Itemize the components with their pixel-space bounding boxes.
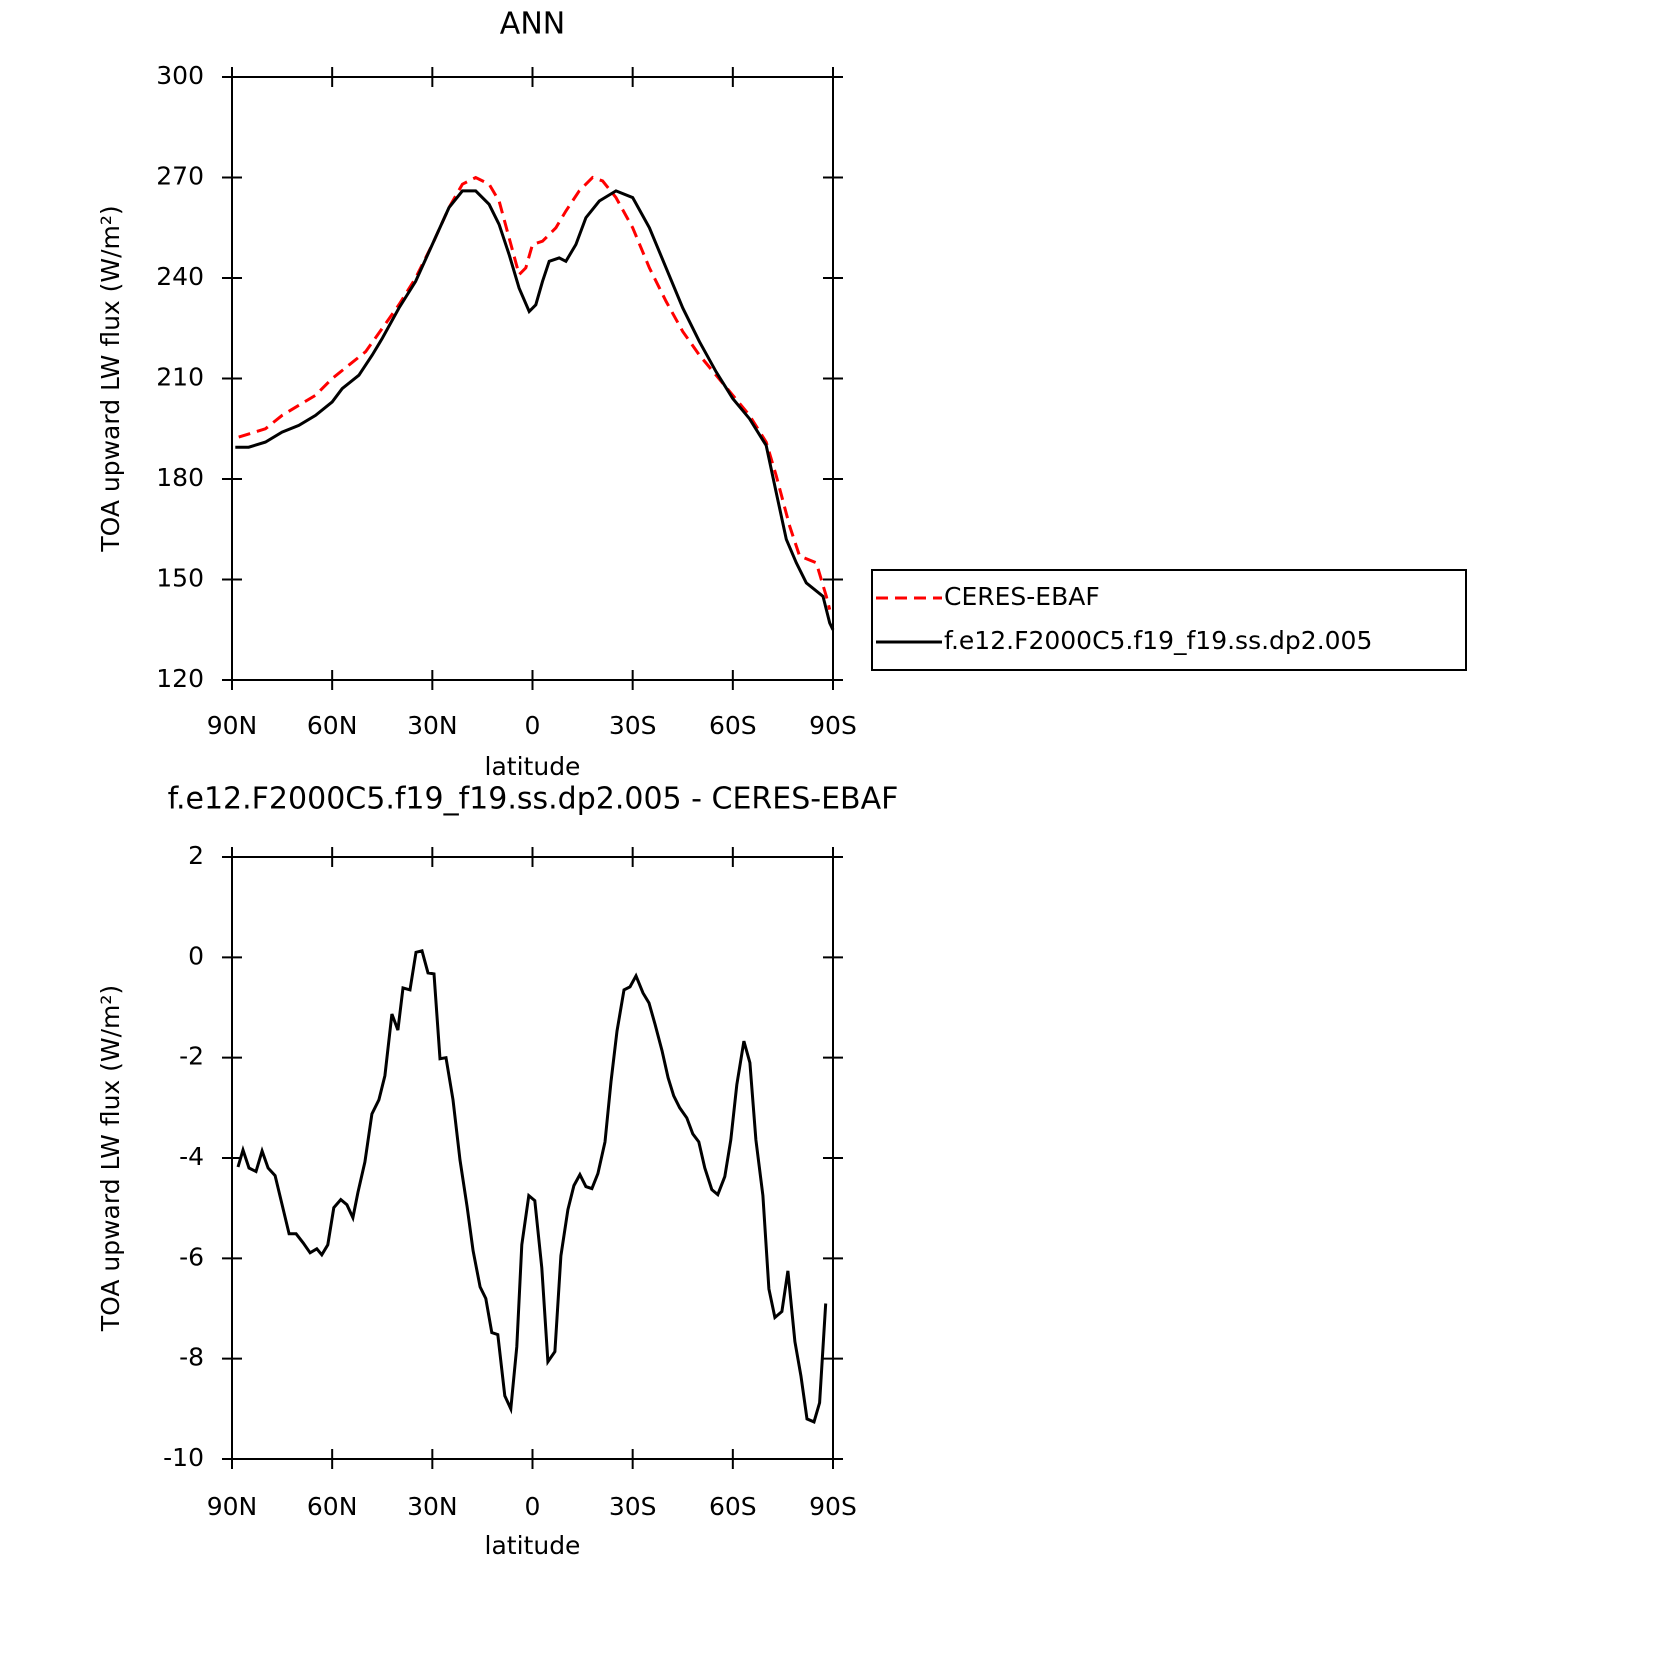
- x-tick-label: 90N: [207, 1492, 258, 1521]
- x-tick-label: 60N: [307, 1492, 358, 1521]
- y-tick-label: 0: [188, 941, 204, 970]
- data-line: [235, 189, 835, 631]
- y-tick-label: -8: [179, 1343, 204, 1372]
- data-line: [236, 948, 828, 1424]
- x-tick-label: 30N: [407, 1492, 458, 1521]
- y-axis-label: TOA upward LW flux (W/m²): [96, 985, 125, 1332]
- legend-label: CERES-EBAF: [944, 582, 1100, 611]
- x-tick-label: 90S: [809, 1492, 857, 1521]
- chart-title: ANN: [500, 7, 565, 42]
- y-tick-label: 180: [156, 463, 204, 492]
- x-tick-label: 0: [525, 711, 541, 740]
- x-tick-label: 30S: [609, 711, 657, 740]
- legend-label: f.e12.F2000C5.f19_f19.ss.dp2.005: [944, 626, 1372, 655]
- x-tick-label: 60S: [709, 711, 757, 740]
- plot-frame: [231, 76, 834, 681]
- x-tick-label: 60N: [307, 711, 358, 740]
- chart-title: f.e12.F2000C5.f19_f19.ss.dp2.005 - CERES…: [168, 782, 899, 817]
- x-axis-label: latitude: [485, 752, 581, 781]
- x-tick-label: 30S: [609, 1492, 657, 1521]
- y-tick-label: 120: [156, 664, 204, 693]
- data-line: [238, 175, 832, 610]
- y-tick-label: -6: [179, 1242, 204, 1271]
- y-tick-label: 300: [156, 61, 204, 90]
- x-tick-label: 0: [525, 1492, 541, 1521]
- y-tick-label: 210: [156, 363, 204, 392]
- x-axis-label: latitude: [485, 1531, 581, 1560]
- y-tick-label: -4: [179, 1142, 204, 1171]
- x-tick-label: 90S: [809, 711, 857, 740]
- plot-frame: [231, 856, 834, 1460]
- y-tick-label: -10: [163, 1443, 204, 1472]
- x-tick-label: 90N: [207, 711, 258, 740]
- y-tick-label: -2: [179, 1042, 204, 1071]
- y-tick-label: 2: [188, 841, 204, 870]
- legend-box: [871, 569, 1467, 671]
- y-tick-label: 150: [156, 564, 204, 593]
- x-tick-label: 30N: [407, 711, 458, 740]
- y-axis-label: TOA upward LW flux (W/m²): [96, 205, 125, 552]
- y-tick-label: 270: [156, 162, 204, 191]
- y-tick-label: 240: [156, 262, 204, 291]
- x-tick-label: 60S: [709, 1492, 757, 1521]
